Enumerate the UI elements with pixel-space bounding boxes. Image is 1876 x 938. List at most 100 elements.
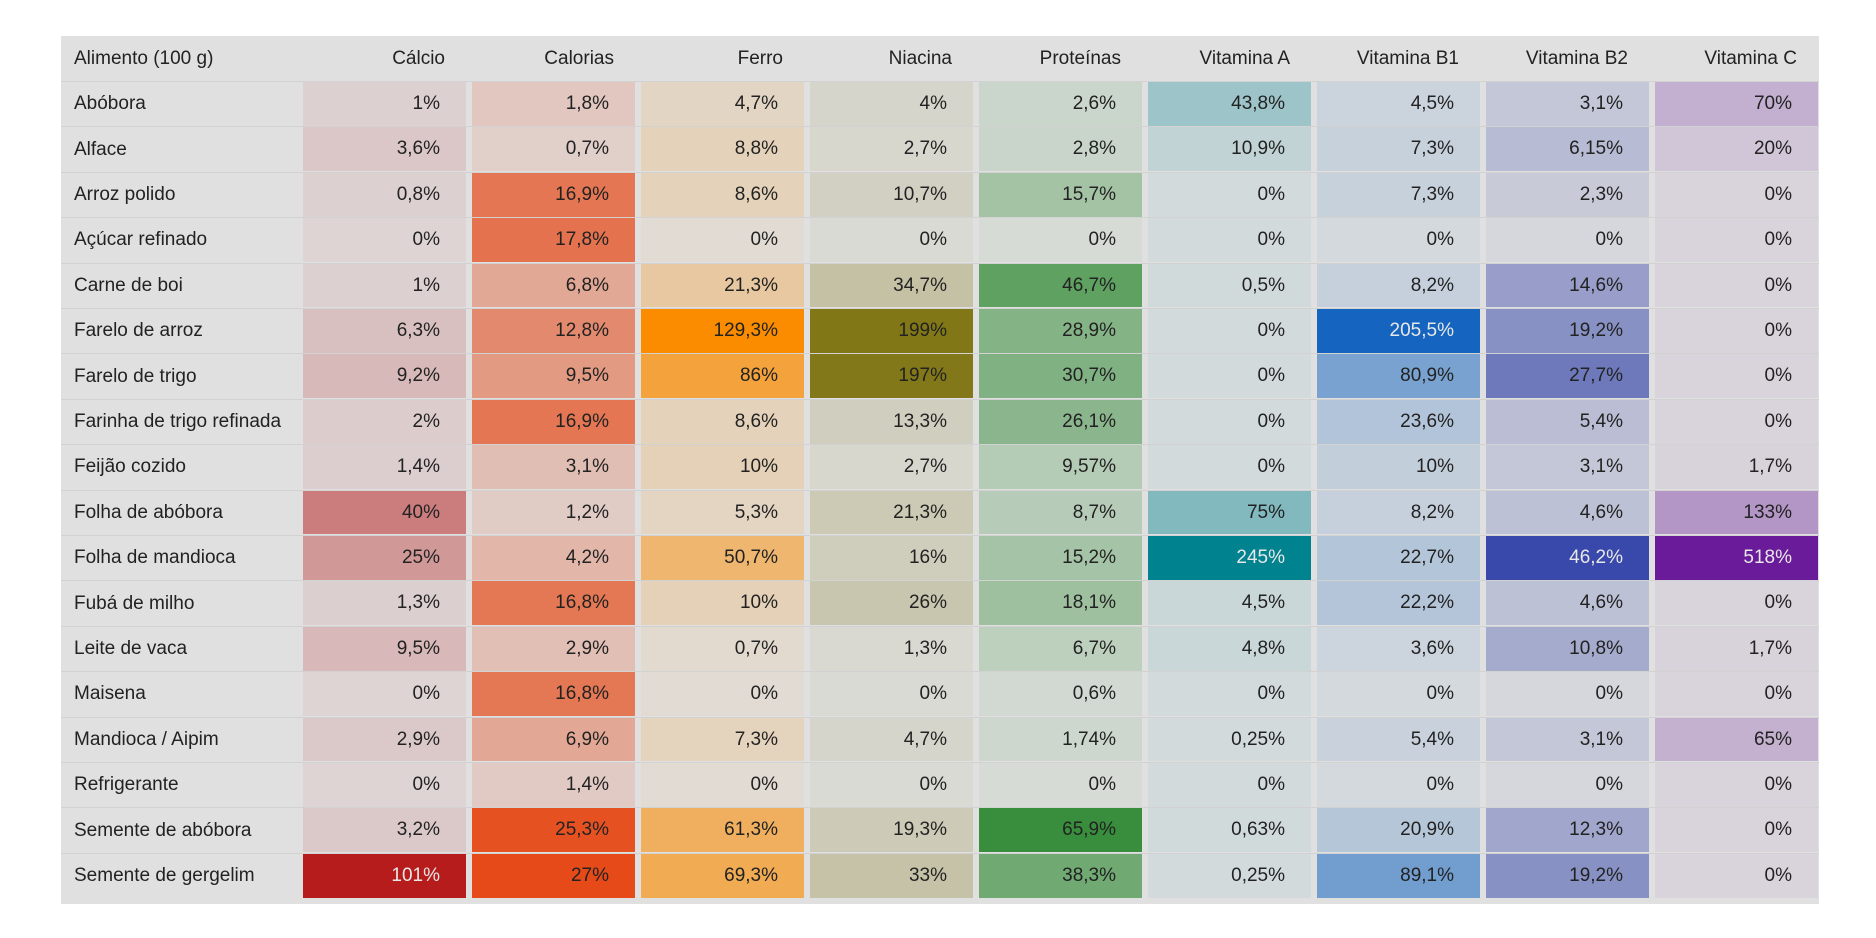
heatmap-cell: 1,8% bbox=[472, 82, 635, 126]
heatmap-cell: 0% bbox=[979, 218, 1142, 263]
row-label: Abóbora bbox=[74, 93, 146, 115]
row-divider bbox=[61, 671, 1819, 672]
heatmap-cell: 5,4% bbox=[1486, 399, 1649, 444]
row-label: Semente de abóbora bbox=[74, 819, 252, 841]
row-divider bbox=[61, 217, 1819, 218]
heatmap-cell: 18,1% bbox=[979, 581, 1142, 626]
heatmap-cell: 0% bbox=[1148, 399, 1311, 444]
row-divider bbox=[61, 172, 1819, 173]
heatmap-cell: 0% bbox=[810, 218, 973, 263]
heatmap-cell: 4,8% bbox=[1148, 626, 1311, 671]
heatmap-cell: 129,3% bbox=[641, 309, 804, 353]
heatmap-cell: 13,3% bbox=[810, 399, 973, 444]
column-header: Vitamina A bbox=[1199, 47, 1290, 69]
heatmap-cell: 6,7% bbox=[979, 626, 1142, 671]
corner-header: Alimento (100 g) bbox=[74, 47, 214, 69]
heatmap-cell: 6,8% bbox=[472, 263, 635, 308]
heatmap-cell: 9,2% bbox=[303, 354, 466, 399]
heatmap-cell: 61,3% bbox=[641, 808, 804, 853]
heatmap-cell: 1,4% bbox=[472, 763, 635, 807]
heatmap-cell: 518% bbox=[1655, 536, 1818, 580]
heatmap-cell: 0% bbox=[1317, 672, 1480, 717]
heatmap-cell: 7,3% bbox=[1317, 172, 1480, 217]
heatmap-cell: 16,8% bbox=[472, 581, 635, 626]
row-divider bbox=[61, 626, 1819, 627]
row-divider bbox=[61, 762, 1819, 763]
heatmap-cell: 7,3% bbox=[1317, 127, 1480, 172]
heatmap-cell: 8,2% bbox=[1317, 263, 1480, 308]
row-label: Leite de vaca bbox=[74, 637, 188, 659]
heatmap-cell: 2,7% bbox=[810, 445, 973, 490]
heatmap-cell: 6,3% bbox=[303, 309, 466, 353]
heatmap-cell: 8,7% bbox=[979, 490, 1142, 535]
heatmap-cell: 0% bbox=[1655, 263, 1818, 308]
row-label: Folha de abóbora bbox=[74, 501, 223, 523]
row-label: Carne de boi bbox=[74, 274, 183, 296]
column-header: Ferro bbox=[737, 47, 783, 69]
heatmap-cell: 3,6% bbox=[1317, 626, 1480, 671]
row-label: Farinha de trigo refinada bbox=[74, 410, 282, 432]
heatmap-cell: 8,8% bbox=[641, 127, 804, 172]
heatmap-cell: 3,2% bbox=[303, 808, 466, 853]
heatmap-cell: 50,7% bbox=[641, 536, 804, 580]
row-divider bbox=[61, 807, 1819, 808]
row-divider bbox=[61, 535, 1819, 536]
heatmap-cell: 0% bbox=[641, 763, 804, 807]
heatmap-cell: 26,1% bbox=[979, 399, 1142, 444]
heatmap-cell: 80,9% bbox=[1317, 354, 1480, 399]
heatmap-cell: 0% bbox=[1148, 763, 1311, 807]
heatmap-cell: 10,7% bbox=[810, 172, 973, 217]
row-label: Mandioca / Aipim bbox=[74, 728, 219, 750]
heatmap-cell: 0,25% bbox=[1148, 717, 1311, 762]
heatmap-cell: 0% bbox=[1655, 172, 1818, 217]
heatmap-cell: 0% bbox=[1317, 763, 1480, 807]
heatmap-cell: 0% bbox=[1148, 672, 1311, 717]
heatmap-cell: 10,9% bbox=[1148, 127, 1311, 172]
heatmap-cell: 22,7% bbox=[1317, 536, 1480, 580]
heatmap-cell: 27% bbox=[472, 853, 635, 898]
row-divider bbox=[61, 263, 1819, 264]
row-label: Fubá de milho bbox=[74, 592, 195, 614]
heatmap-cell: 0,6% bbox=[979, 672, 1142, 717]
heatmap-cell: 16% bbox=[810, 536, 973, 580]
heatmap-cell: 2,9% bbox=[472, 626, 635, 671]
heatmap-cell: 2% bbox=[303, 399, 466, 444]
heatmap-cell: 12,3% bbox=[1486, 808, 1649, 853]
heatmap-cell: 0,5% bbox=[1148, 263, 1311, 308]
heatmap-cell: 3,1% bbox=[1486, 82, 1649, 126]
row-divider bbox=[61, 490, 1819, 491]
heatmap-cell: 12,8% bbox=[472, 309, 635, 353]
row-divider bbox=[61, 399, 1819, 400]
heatmap-cell: 199% bbox=[810, 309, 973, 353]
heatmap-cell: 101% bbox=[303, 853, 466, 898]
row-label: Semente de gergelim bbox=[74, 864, 255, 886]
column-header: Vitamina B1 bbox=[1356, 47, 1459, 69]
heatmap-cell: 22,2% bbox=[1317, 581, 1480, 626]
row-divider bbox=[61, 444, 1819, 445]
heatmap-cell: 4,5% bbox=[1317, 82, 1480, 126]
heatmap-cell: 0% bbox=[810, 763, 973, 807]
heatmap-cell: 0% bbox=[1655, 581, 1818, 626]
heatmap-cell: 0% bbox=[303, 218, 466, 263]
column-header: Niacina bbox=[888, 47, 952, 69]
heatmap-cell: 2,8% bbox=[979, 127, 1142, 172]
heatmap-cell: 5,3% bbox=[641, 490, 804, 535]
heatmap-cell: 0% bbox=[1655, 399, 1818, 444]
heatmap-cell: 0% bbox=[303, 763, 466, 807]
heatmap-cell: 2,6% bbox=[979, 82, 1142, 126]
heatmap-cell: 0% bbox=[1655, 309, 1818, 353]
row-divider bbox=[61, 717, 1819, 718]
heatmap-cell: 4,7% bbox=[810, 717, 973, 762]
heatmap-cell: 17,8% bbox=[472, 218, 635, 263]
heatmap-cell: 0% bbox=[1655, 853, 1818, 898]
heatmap-cell: 46,7% bbox=[979, 263, 1142, 308]
heatmap-cell: 20% bbox=[1655, 127, 1818, 172]
heatmap-cell: 0% bbox=[641, 672, 804, 717]
heatmap-cell: 25% bbox=[303, 536, 466, 580]
heatmap-cell: 16,9% bbox=[472, 399, 635, 444]
heatmap-cell: 0,63% bbox=[1148, 808, 1311, 853]
heatmap-cell: 0% bbox=[810, 672, 973, 717]
heatmap-cell: 10% bbox=[641, 581, 804, 626]
heatmap-cell: 1,74% bbox=[979, 717, 1142, 762]
row-label: Folha de mandioca bbox=[74, 547, 236, 569]
